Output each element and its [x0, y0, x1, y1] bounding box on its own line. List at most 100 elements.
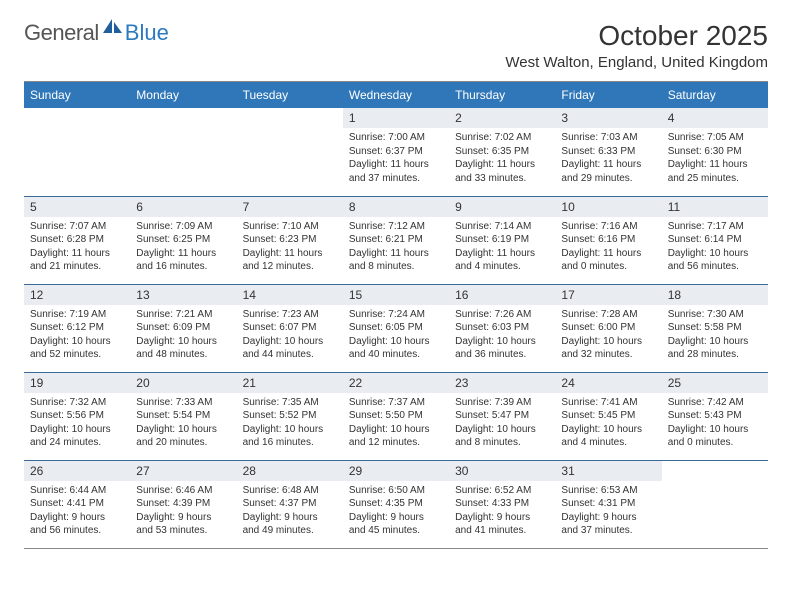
daylight-text: Daylight: 10 hours and 4 minutes. [561, 423, 655, 450]
daylight-text: Daylight: 11 hours and 29 minutes. [561, 158, 655, 185]
daylight-text: Daylight: 10 hours and 36 minutes. [455, 335, 549, 362]
sunset-text: Sunset: 5:58 PM [668, 321, 762, 335]
page-title: October 2025 [505, 20, 768, 52]
calendar-cell: 9Sunrise: 7:14 AMSunset: 6:19 PMDaylight… [449, 196, 555, 284]
daylight-text: Daylight: 11 hours and 0 minutes. [561, 247, 655, 274]
daylight-text: Daylight: 10 hours and 52 minutes. [30, 335, 124, 362]
logo-text-blue: Blue [125, 20, 169, 46]
sunrise-text: Sunrise: 6:44 AM [30, 484, 124, 498]
day-header: Sunday [24, 82, 130, 109]
cell-body: Sunrise: 7:26 AMSunset: 6:03 PMDaylight:… [449, 305, 555, 367]
daylight-text: Daylight: 10 hours and 56 minutes. [668, 247, 762, 274]
sunset-text: Sunset: 6:23 PM [243, 233, 337, 247]
sunset-text: Sunset: 5:43 PM [668, 409, 762, 423]
calendar-row: 19Sunrise: 7:32 AMSunset: 5:56 PMDayligh… [24, 372, 768, 460]
day-number: 20 [130, 373, 236, 393]
cell-body: Sunrise: 7:10 AMSunset: 6:23 PMDaylight:… [237, 217, 343, 279]
calendar-cell: 16Sunrise: 7:26 AMSunset: 6:03 PMDayligh… [449, 284, 555, 372]
cell-body: Sunrise: 7:23 AMSunset: 6:07 PMDaylight:… [237, 305, 343, 367]
sunrise-text: Sunrise: 7:16 AM [561, 220, 655, 234]
day-number: 5 [24, 197, 130, 217]
calendar-cell: 7Sunrise: 7:10 AMSunset: 6:23 PMDaylight… [237, 196, 343, 284]
calendar-row: 5Sunrise: 7:07 AMSunset: 6:28 PMDaylight… [24, 196, 768, 284]
sunrise-text: Sunrise: 7:39 AM [455, 396, 549, 410]
cell-body: Sunrise: 7:09 AMSunset: 6:25 PMDaylight:… [130, 217, 236, 279]
calendar-cell [662, 460, 768, 548]
day-number: 24 [555, 373, 661, 393]
calendar-cell: 11Sunrise: 7:17 AMSunset: 6:14 PMDayligh… [662, 196, 768, 284]
cell-body: Sunrise: 6:48 AMSunset: 4:37 PMDaylight:… [237, 481, 343, 543]
daylight-text: Daylight: 9 hours and 45 minutes. [349, 511, 443, 538]
cell-body: Sunrise: 7:39 AMSunset: 5:47 PMDaylight:… [449, 393, 555, 455]
daylight-text: Daylight: 11 hours and 12 minutes. [243, 247, 337, 274]
sunrise-text: Sunrise: 7:24 AM [349, 308, 443, 322]
day-number: 6 [130, 197, 236, 217]
daylight-text: Daylight: 11 hours and 25 minutes. [668, 158, 762, 185]
day-number: 11 [662, 197, 768, 217]
sunset-text: Sunset: 6:33 PM [561, 145, 655, 159]
cell-body: Sunrise: 7:12 AMSunset: 6:21 PMDaylight:… [343, 217, 449, 279]
calendar-cell [130, 108, 236, 196]
day-number: 26 [24, 461, 130, 481]
day-number: 31 [555, 461, 661, 481]
sunset-text: Sunset: 6:16 PM [561, 233, 655, 247]
day-header-row: Sunday Monday Tuesday Wednesday Thursday… [24, 82, 768, 109]
daylight-text: Daylight: 10 hours and 28 minutes. [668, 335, 762, 362]
sunrise-text: Sunrise: 7:33 AM [136, 396, 230, 410]
calendar-cell: 20Sunrise: 7:33 AMSunset: 5:54 PMDayligh… [130, 372, 236, 460]
cell-body: Sunrise: 7:24 AMSunset: 6:05 PMDaylight:… [343, 305, 449, 367]
sunset-text: Sunset: 6:30 PM [668, 145, 762, 159]
sunset-text: Sunset: 5:56 PM [30, 409, 124, 423]
logo-text-gray: General [24, 20, 99, 46]
day-number: 30 [449, 461, 555, 481]
cell-body: Sunrise: 7:33 AMSunset: 5:54 PMDaylight:… [130, 393, 236, 455]
sunset-text: Sunset: 6:19 PM [455, 233, 549, 247]
sunset-text: Sunset: 6:28 PM [30, 233, 124, 247]
daylight-text: Daylight: 10 hours and 8 minutes. [455, 423, 549, 450]
daylight-text: Daylight: 10 hours and 0 minutes. [668, 423, 762, 450]
calendar-table: Sunday Monday Tuesday Wednesday Thursday… [24, 81, 768, 549]
day-number: 7 [237, 197, 343, 217]
sunrise-text: Sunrise: 7:42 AM [668, 396, 762, 410]
sunrise-text: Sunrise: 6:46 AM [136, 484, 230, 498]
day-header: Thursday [449, 82, 555, 109]
daylight-text: Daylight: 11 hours and 33 minutes. [455, 158, 549, 185]
logo: General Blue [24, 20, 169, 46]
cell-body: Sunrise: 7:03 AMSunset: 6:33 PMDaylight:… [555, 128, 661, 190]
sunset-text: Sunset: 5:45 PM [561, 409, 655, 423]
daylight-text: Daylight: 9 hours and 56 minutes. [30, 511, 124, 538]
calendar-row: 26Sunrise: 6:44 AMSunset: 4:41 PMDayligh… [24, 460, 768, 548]
day-number: 3 [555, 108, 661, 128]
sunrise-text: Sunrise: 6:50 AM [349, 484, 443, 498]
day-number: 15 [343, 285, 449, 305]
calendar-cell: 2Sunrise: 7:02 AMSunset: 6:35 PMDaylight… [449, 108, 555, 196]
sunrise-text: Sunrise: 7:12 AM [349, 220, 443, 234]
calendar-cell: 18Sunrise: 7:30 AMSunset: 5:58 PMDayligh… [662, 284, 768, 372]
daylight-text: Daylight: 11 hours and 37 minutes. [349, 158, 443, 185]
calendar-cell: 29Sunrise: 6:50 AMSunset: 4:35 PMDayligh… [343, 460, 449, 548]
calendar-cell: 28Sunrise: 6:48 AMSunset: 4:37 PMDayligh… [237, 460, 343, 548]
calendar-cell: 24Sunrise: 7:41 AMSunset: 5:45 PMDayligh… [555, 372, 661, 460]
day-number: 23 [449, 373, 555, 393]
day-number: 16 [449, 285, 555, 305]
cell-body: Sunrise: 6:46 AMSunset: 4:39 PMDaylight:… [130, 481, 236, 543]
calendar-cell: 10Sunrise: 7:16 AMSunset: 6:16 PMDayligh… [555, 196, 661, 284]
day-number: 19 [24, 373, 130, 393]
sunrise-text: Sunrise: 7:09 AM [136, 220, 230, 234]
sunrise-text: Sunrise: 7:02 AM [455, 131, 549, 145]
calendar-cell: 30Sunrise: 6:52 AMSunset: 4:33 PMDayligh… [449, 460, 555, 548]
cell-body: Sunrise: 7:35 AMSunset: 5:52 PMDaylight:… [237, 393, 343, 455]
calendar-cell: 19Sunrise: 7:32 AMSunset: 5:56 PMDayligh… [24, 372, 130, 460]
location-text: West Walton, England, United Kingdom [505, 54, 768, 71]
day-number: 12 [24, 285, 130, 305]
cell-body: Sunrise: 7:41 AMSunset: 5:45 PMDaylight:… [555, 393, 661, 455]
calendar-cell: 26Sunrise: 6:44 AMSunset: 4:41 PMDayligh… [24, 460, 130, 548]
cell-body: Sunrise: 7:37 AMSunset: 5:50 PMDaylight:… [343, 393, 449, 455]
sunset-text: Sunset: 5:50 PM [349, 409, 443, 423]
day-header: Tuesday [237, 82, 343, 109]
sunset-text: Sunset: 6:05 PM [349, 321, 443, 335]
cell-body: Sunrise: 7:19 AMSunset: 6:12 PMDaylight:… [24, 305, 130, 367]
calendar-cell: 25Sunrise: 7:42 AMSunset: 5:43 PMDayligh… [662, 372, 768, 460]
calendar-cell [237, 108, 343, 196]
cell-body: Sunrise: 7:14 AMSunset: 6:19 PMDaylight:… [449, 217, 555, 279]
